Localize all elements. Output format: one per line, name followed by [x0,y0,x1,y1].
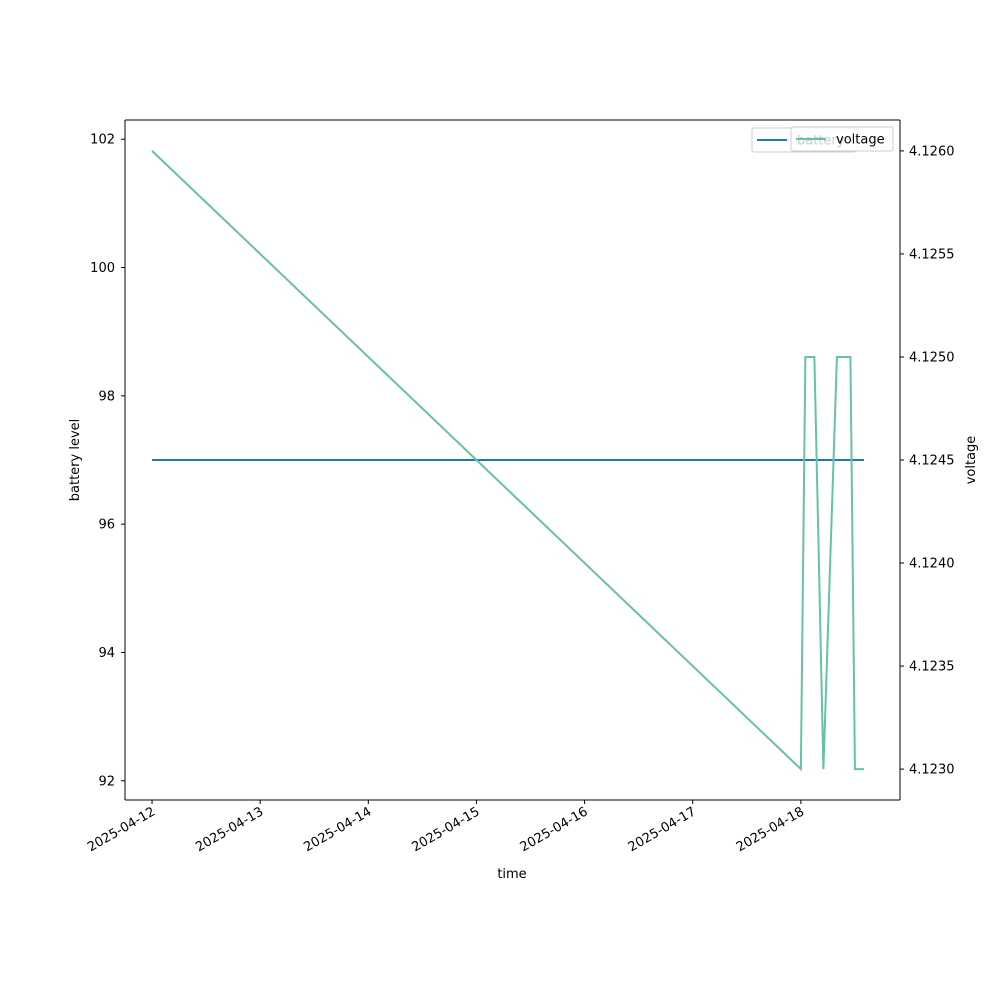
y-left-tick-label: 102 [90,133,115,148]
legend-voltage-label: voltage [836,133,885,148]
axes-layer [124,119,901,801]
series-line-voltage [151,150,864,772]
series-layer [151,150,864,772]
y-right-tick-label: 4.1240 [909,557,955,572]
y-right-tick-label: 4.1260 [909,144,955,159]
y-left-tick-label: 92 [98,774,115,789]
y-right-tick-label: 4.1235 [909,660,955,675]
y-axis-right-label: voltage [964,436,979,485]
legend-voltage-frame [790,126,894,152]
y-left-tick-label: 94 [98,646,115,661]
y-axis-left-label: battery level [68,419,83,502]
legend-voltage: voltage [790,126,894,152]
x-axis-label: time [497,867,526,882]
y-right-tick-label: 4.1230 [909,763,955,778]
y-left-tick-label: 96 [98,518,115,533]
y-right-tick-label: 4.1250 [909,350,955,365]
y-left-tick-label: 98 [98,389,115,404]
y-right-tick-label: 4.1245 [909,454,955,469]
y-right-tick-label: 4.1255 [909,247,955,262]
y-left-tick-label: 100 [90,261,115,276]
